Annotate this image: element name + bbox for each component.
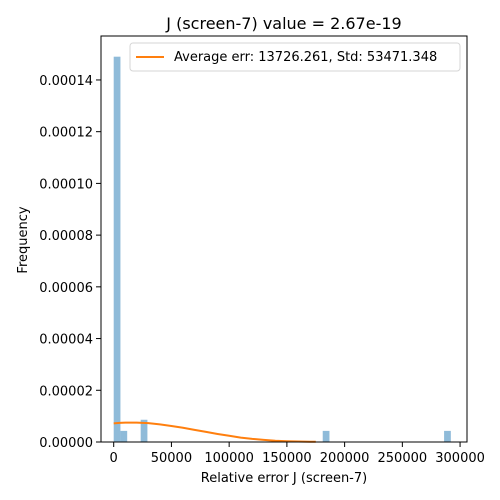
legend: Average err: 13726.261, Std: 53471.348 <box>130 43 460 71</box>
x-axis-label: Relative error J (screen-7) <box>201 471 367 486</box>
chart-title: J (screen-7) value = 2.67e-19 <box>165 14 401 33</box>
y-tick-label-7: 0.00014 <box>39 74 93 89</box>
y-tick-label-1: 0.00002 <box>39 384 93 399</box>
histogram-bar-1 <box>120 431 127 442</box>
x-tick-label-0: 0 <box>110 451 118 466</box>
x-tick-label-3: 150000 <box>262 451 312 466</box>
histogram-bar-3 <box>323 431 330 442</box>
x-tick-label-4: 200000 <box>320 451 370 466</box>
y-axis-ticks: 0.00000 0.00002 0.00004 0.00006 0.00008 0.000… <box>39 74 101 451</box>
legend-entry-kde: Average err: 13726.261, Std: 53471.348 <box>174 50 437 65</box>
y-tick-label-6: 0.00012 <box>39 126 93 141</box>
y-tick-label-0: 0.00000 <box>39 436 93 451</box>
histogram-bar-4 <box>444 431 451 442</box>
x-tick-label-5: 250000 <box>378 451 428 466</box>
y-tick-label-5: 0.00010 <box>39 177 93 192</box>
y-tick-label-3: 0.00006 <box>39 281 93 296</box>
y-tick-label-4: 0.00008 <box>39 229 93 244</box>
x-tick-label-1: 50000 <box>151 451 192 466</box>
histogram-bar-0 <box>114 57 121 442</box>
y-axis-label: Frequency <box>16 206 31 273</box>
x-axis-ticks: 0 50000 100000 150000 200000 250000 300000 <box>110 442 485 466</box>
x-tick-label-6: 300000 <box>435 451 485 466</box>
histogram-bars <box>114 57 451 442</box>
x-tick-label-2: 100000 <box>204 451 254 466</box>
y-tick-label-2: 0.00004 <box>39 333 93 348</box>
plot-frame <box>101 36 467 442</box>
